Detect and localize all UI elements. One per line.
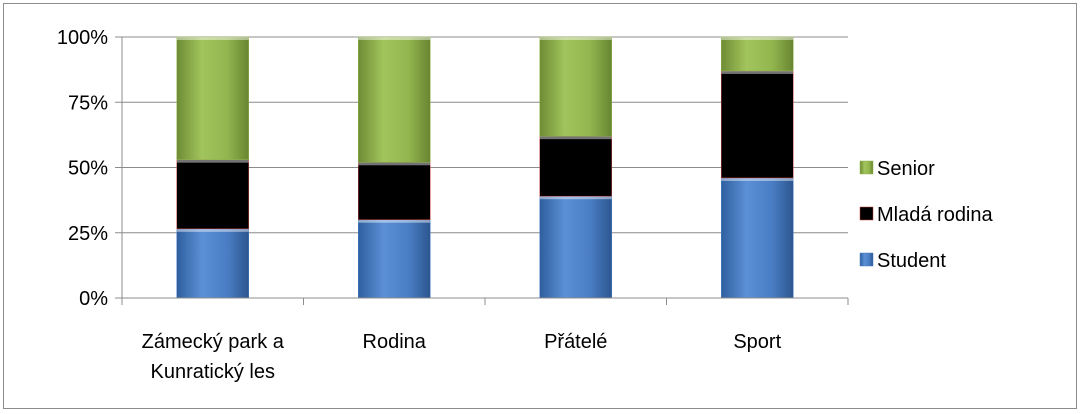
legend-label-mlada-rodina: Mladá rodina xyxy=(877,204,994,226)
legend: Senior Mladá rodina Student xyxy=(859,158,994,272)
bar-highlight xyxy=(176,37,249,40)
bar-highlight xyxy=(358,219,431,223)
bar-highlight xyxy=(721,70,794,74)
y-tick-label: 75% xyxy=(68,92,108,114)
bar-highlight xyxy=(539,37,612,40)
y-tick-label: 0% xyxy=(79,288,108,310)
bars xyxy=(176,36,794,299)
y-tick-label: 100% xyxy=(57,27,108,49)
bar-senior-2 xyxy=(358,36,431,163)
legend-swatch-senior xyxy=(859,160,874,175)
bar-mlada-rodina-3 xyxy=(539,135,612,197)
bar-senior-4 xyxy=(721,36,794,72)
bar-mlada-rodina-1 xyxy=(176,159,249,230)
bar-mlada-rodina-2 xyxy=(358,162,431,220)
bar-highlight xyxy=(358,37,431,40)
bar-student-1 xyxy=(176,228,249,299)
bar-highlight xyxy=(358,162,431,166)
legend-label-student: Student xyxy=(877,250,946,272)
bar-highlight xyxy=(176,228,249,232)
bar-senior-1 xyxy=(176,36,249,160)
bar-highlight xyxy=(539,196,612,200)
x-tick-label: Přátelé xyxy=(544,331,607,353)
x-tick-label: Zámecký park a xyxy=(142,331,285,353)
bar-student-4 xyxy=(721,177,794,299)
bar-student-2 xyxy=(358,219,431,299)
legend-swatch-student xyxy=(859,252,874,267)
axes: 0% 25% 50% 75% 100% Zámecký park a Kunratický … xyxy=(57,27,849,383)
x-tick-label: Sport xyxy=(733,331,781,353)
y-tick-label: 25% xyxy=(68,223,108,245)
y-tick-label: 50% xyxy=(68,158,108,180)
bar-mlada-rodina-4 xyxy=(721,70,794,179)
bar-highlight xyxy=(721,37,794,40)
x-tick-label: Rodina xyxy=(363,331,427,353)
bar-highlight xyxy=(176,159,249,163)
bar-highlight xyxy=(721,177,794,181)
x-tick-label: Kunratický les xyxy=(151,361,276,383)
legend-label-senior: Senior xyxy=(877,158,935,180)
legend-swatch-mlada-rodina xyxy=(859,206,874,221)
bar-senior-3 xyxy=(539,36,612,137)
bar-highlight xyxy=(539,136,612,140)
bar-student-3 xyxy=(539,195,612,299)
